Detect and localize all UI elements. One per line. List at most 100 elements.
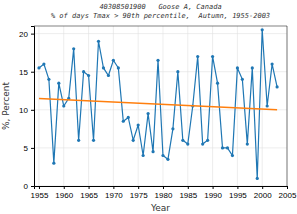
grid-line xyxy=(237,26,238,186)
data-point xyxy=(176,70,179,73)
tick: 1975 xyxy=(130,186,148,200)
tick: 20 xyxy=(19,30,34,39)
data-point xyxy=(166,158,169,161)
data-point xyxy=(122,120,125,123)
tick-mark xyxy=(89,186,90,189)
data-point xyxy=(37,66,40,69)
data-point xyxy=(216,82,219,85)
tick-label: 1995 xyxy=(229,191,247,200)
tick: 1995 xyxy=(229,186,247,200)
data-point xyxy=(102,66,105,69)
data-point xyxy=(97,40,100,43)
chart: 1955196019651970197519801985199019952000… xyxy=(0,0,297,214)
data-point xyxy=(47,78,50,81)
tick-label: 1975 xyxy=(130,191,148,200)
grid-line xyxy=(34,33,287,34)
data-point xyxy=(211,55,214,58)
tick: 1980 xyxy=(155,186,173,200)
tick-mark xyxy=(213,186,214,189)
data-point xyxy=(201,142,204,145)
grid-line xyxy=(113,26,114,186)
x-axis-label: Year xyxy=(150,203,170,213)
tick-mark xyxy=(31,34,34,35)
data-point xyxy=(251,66,254,69)
data-point xyxy=(275,85,278,88)
tick: 5 xyxy=(24,144,34,153)
tick-label: 2000 xyxy=(254,191,272,200)
tick: 15 xyxy=(19,68,34,77)
grid-line xyxy=(34,147,287,148)
data-point xyxy=(181,139,184,142)
tick-label: 20 xyxy=(19,30,28,39)
data-point xyxy=(82,70,85,73)
tick-mark xyxy=(262,186,263,189)
data-point xyxy=(246,142,249,145)
data-point xyxy=(62,104,65,107)
data-point xyxy=(117,66,120,69)
plot: 1955196019651970197519801985199019952000… xyxy=(19,26,297,200)
y-axis: 0 5 10 15 20 xyxy=(19,27,34,192)
tick-label: 1965 xyxy=(80,191,98,200)
data-point xyxy=(236,66,239,69)
grid-line xyxy=(138,26,139,186)
data-point xyxy=(261,28,264,31)
data-point xyxy=(72,47,75,50)
grid-line xyxy=(162,26,163,186)
tick: 0 xyxy=(24,182,34,191)
tick-label: 0 xyxy=(24,182,29,191)
tick-label: 1985 xyxy=(179,191,197,200)
axis-line xyxy=(31,27,35,187)
tick-label: 10 xyxy=(19,106,28,115)
data-point xyxy=(42,62,45,65)
tick: 1965 xyxy=(80,186,98,200)
annotation: % of days Tmax > 90th percentile, Autumn… xyxy=(51,12,270,20)
data-point xyxy=(256,177,259,180)
tick-label: 15 xyxy=(19,68,28,77)
tick: 1970 xyxy=(105,186,123,200)
data-point xyxy=(112,59,115,62)
annotation: 40308501900 Goose A, Canada xyxy=(99,3,221,11)
tick-label: 1960 xyxy=(55,191,73,200)
tick-mark xyxy=(31,110,34,111)
tick-mark xyxy=(64,186,65,189)
data-point xyxy=(87,74,90,77)
tick: 2005 xyxy=(279,186,297,200)
trend-line xyxy=(39,98,277,109)
tick: 2000 xyxy=(254,186,272,200)
tick-mark xyxy=(31,148,34,149)
data-point xyxy=(226,146,229,149)
data-line xyxy=(39,30,277,179)
tick-mark xyxy=(188,186,189,189)
marks xyxy=(37,28,278,180)
tick-mark xyxy=(31,72,34,73)
data-point xyxy=(156,59,159,62)
data-point xyxy=(186,142,189,145)
data-point xyxy=(146,112,149,115)
data-point xyxy=(266,104,269,107)
tick: 1955 xyxy=(31,186,49,200)
data-point xyxy=(137,123,140,126)
x-axis: 1955196019651970197519801985199019952000… xyxy=(31,186,297,200)
grid-line xyxy=(38,26,39,186)
data-point xyxy=(161,154,164,157)
data-point xyxy=(132,139,135,142)
tick-label: 1955 xyxy=(31,191,49,200)
data-point xyxy=(107,74,110,77)
data-point xyxy=(52,162,55,165)
tick-label: 1970 xyxy=(105,191,123,200)
grid-line xyxy=(88,26,89,186)
data-point xyxy=(127,116,130,119)
tick-label: 5 xyxy=(24,144,29,153)
tick-mark xyxy=(31,186,34,187)
data-point xyxy=(92,139,95,142)
grid xyxy=(34,26,287,186)
data-point xyxy=(142,154,145,157)
data-point xyxy=(221,146,224,149)
tick-mark xyxy=(287,186,288,189)
tick: 10 xyxy=(19,106,34,115)
data-point xyxy=(231,154,234,157)
grid-line xyxy=(287,26,288,186)
y-axis-label: %, Percent xyxy=(1,81,11,130)
tick: 1960 xyxy=(55,186,73,200)
tick-mark xyxy=(113,186,114,189)
